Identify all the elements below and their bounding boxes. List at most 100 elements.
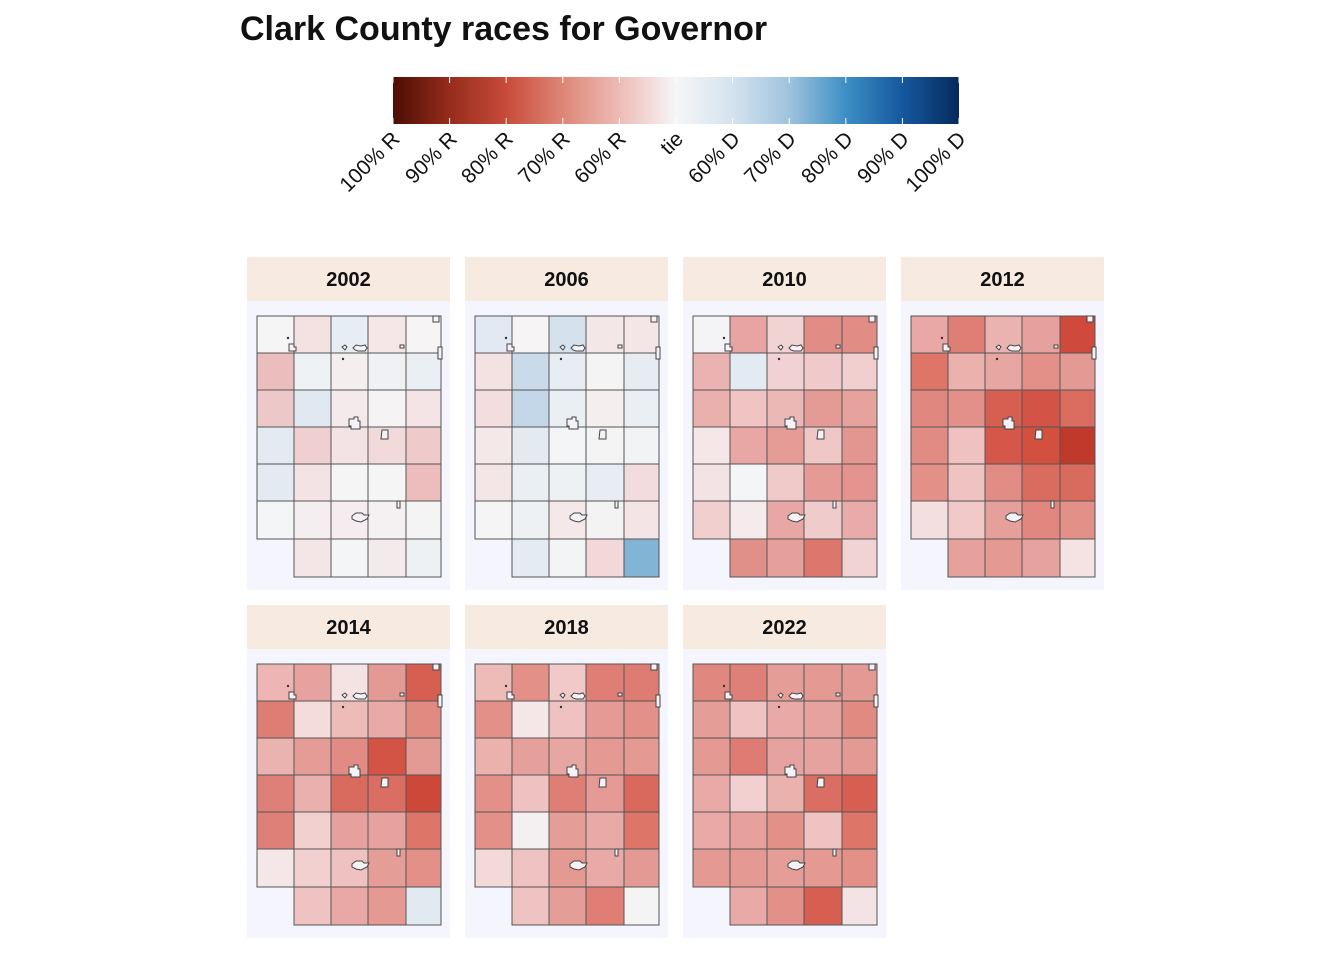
township-cell [947, 500, 986, 540]
township-cell [729, 811, 768, 850]
city-outline [724, 691, 733, 700]
place-dot [286, 684, 290, 688]
township-cell [367, 538, 407, 578]
township-cell [1059, 389, 1096, 428]
township-cell [729, 774, 768, 813]
township-cell [367, 463, 407, 502]
township-cell [474, 463, 513, 502]
panel-year-label: 2002 [247, 257, 450, 301]
township-cell [256, 737, 295, 776]
township-cell [293, 352, 332, 391]
township-cell [692, 463, 731, 502]
city-outline [288, 343, 297, 352]
township-cell [585, 538, 625, 578]
township-cell [910, 389, 949, 428]
township-cell [511, 886, 550, 926]
township-cell [692, 848, 731, 888]
city-outline [598, 429, 607, 440]
city-outline [570, 692, 586, 700]
township-cell [256, 426, 295, 465]
legend-label: 90% D [853, 127, 915, 189]
place-dot [777, 705, 781, 709]
township-cell [474, 737, 513, 776]
township-cell [803, 737, 843, 776]
township-cell [293, 737, 332, 776]
township-cell [841, 352, 878, 391]
city-outline [566, 764, 579, 778]
township-cell [293, 811, 332, 850]
township-cell [511, 500, 550, 540]
township-cell [623, 886, 660, 926]
city-outline [873, 346, 879, 360]
township-cell [330, 463, 369, 502]
city-outline [1091, 346, 1097, 360]
city-outline [655, 346, 661, 360]
township-cell [405, 426, 442, 465]
township-cell [841, 886, 878, 926]
map-area [247, 301, 450, 590]
city-outline [1005, 512, 1024, 523]
township-cell [803, 538, 843, 578]
panel-year-label: 2006 [465, 257, 668, 301]
township-cell [692, 737, 731, 776]
township-cell [511, 315, 550, 354]
city-outlines [506, 663, 661, 871]
city-outline [784, 416, 797, 430]
township-cell [910, 426, 949, 465]
city-outline [348, 416, 361, 430]
township-cell [256, 774, 295, 813]
city-outline [341, 344, 348, 351]
township-cell [947, 389, 986, 428]
city-outline [1034, 429, 1043, 440]
township-cell [1021, 463, 1061, 502]
township-cell [766, 352, 805, 391]
township-cell [474, 352, 513, 391]
city-outline [348, 764, 361, 778]
township-cell [623, 352, 660, 391]
place-dot [341, 705, 345, 709]
township-cell [984, 463, 1023, 502]
township-cell [729, 538, 768, 578]
township-cell [766, 774, 805, 813]
map-panel-2018: 2018 [465, 605, 668, 938]
township-cell [623, 426, 660, 465]
township-cell [474, 774, 513, 813]
city-outline [614, 500, 619, 509]
city-outline [868, 315, 876, 323]
township-cell [293, 463, 332, 502]
place-dot [777, 357, 781, 361]
township-cell [803, 700, 843, 739]
legend-label: 60% D [683, 127, 745, 189]
township-cell [293, 426, 332, 465]
city-outline [396, 500, 401, 509]
county-map [256, 315, 443, 578]
township-cell [910, 463, 949, 502]
township-cell [1021, 389, 1061, 428]
township-cell [766, 886, 805, 926]
city-outline [724, 343, 733, 352]
city-outlines [724, 315, 879, 523]
township-cell [474, 848, 513, 888]
township-cell [766, 538, 805, 578]
township-cell [729, 700, 768, 739]
city-outline [788, 692, 804, 700]
city-outline [614, 848, 619, 857]
township-cell [623, 774, 660, 813]
township-cell [548, 774, 587, 813]
city-outlines [506, 315, 661, 523]
township-cell [405, 389, 442, 428]
township-cell [692, 389, 731, 428]
township-cell [910, 352, 949, 391]
township-cell [692, 500, 731, 540]
township-cell [367, 811, 407, 850]
township-cell [585, 352, 625, 391]
city-outline [777, 692, 784, 699]
township-cell [766, 463, 805, 502]
township-cell [692, 315, 731, 354]
map-area [247, 649, 450, 938]
township-cell [330, 426, 369, 465]
township-cell [256, 663, 295, 702]
city-outline [787, 860, 806, 871]
township-cell [474, 426, 513, 465]
map-area [683, 649, 886, 938]
